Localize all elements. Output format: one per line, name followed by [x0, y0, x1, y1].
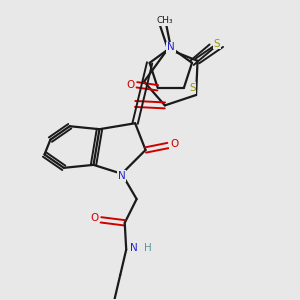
Text: N: N: [118, 171, 126, 181]
Text: CH₃: CH₃: [157, 16, 173, 25]
Text: H: H: [144, 243, 152, 253]
Text: O: O: [90, 213, 98, 224]
Text: N: N: [167, 43, 175, 52]
Text: O: O: [170, 139, 178, 149]
Text: O: O: [126, 80, 134, 90]
Text: S: S: [189, 83, 196, 93]
Text: S: S: [213, 38, 220, 49]
Text: N: N: [130, 243, 137, 253]
